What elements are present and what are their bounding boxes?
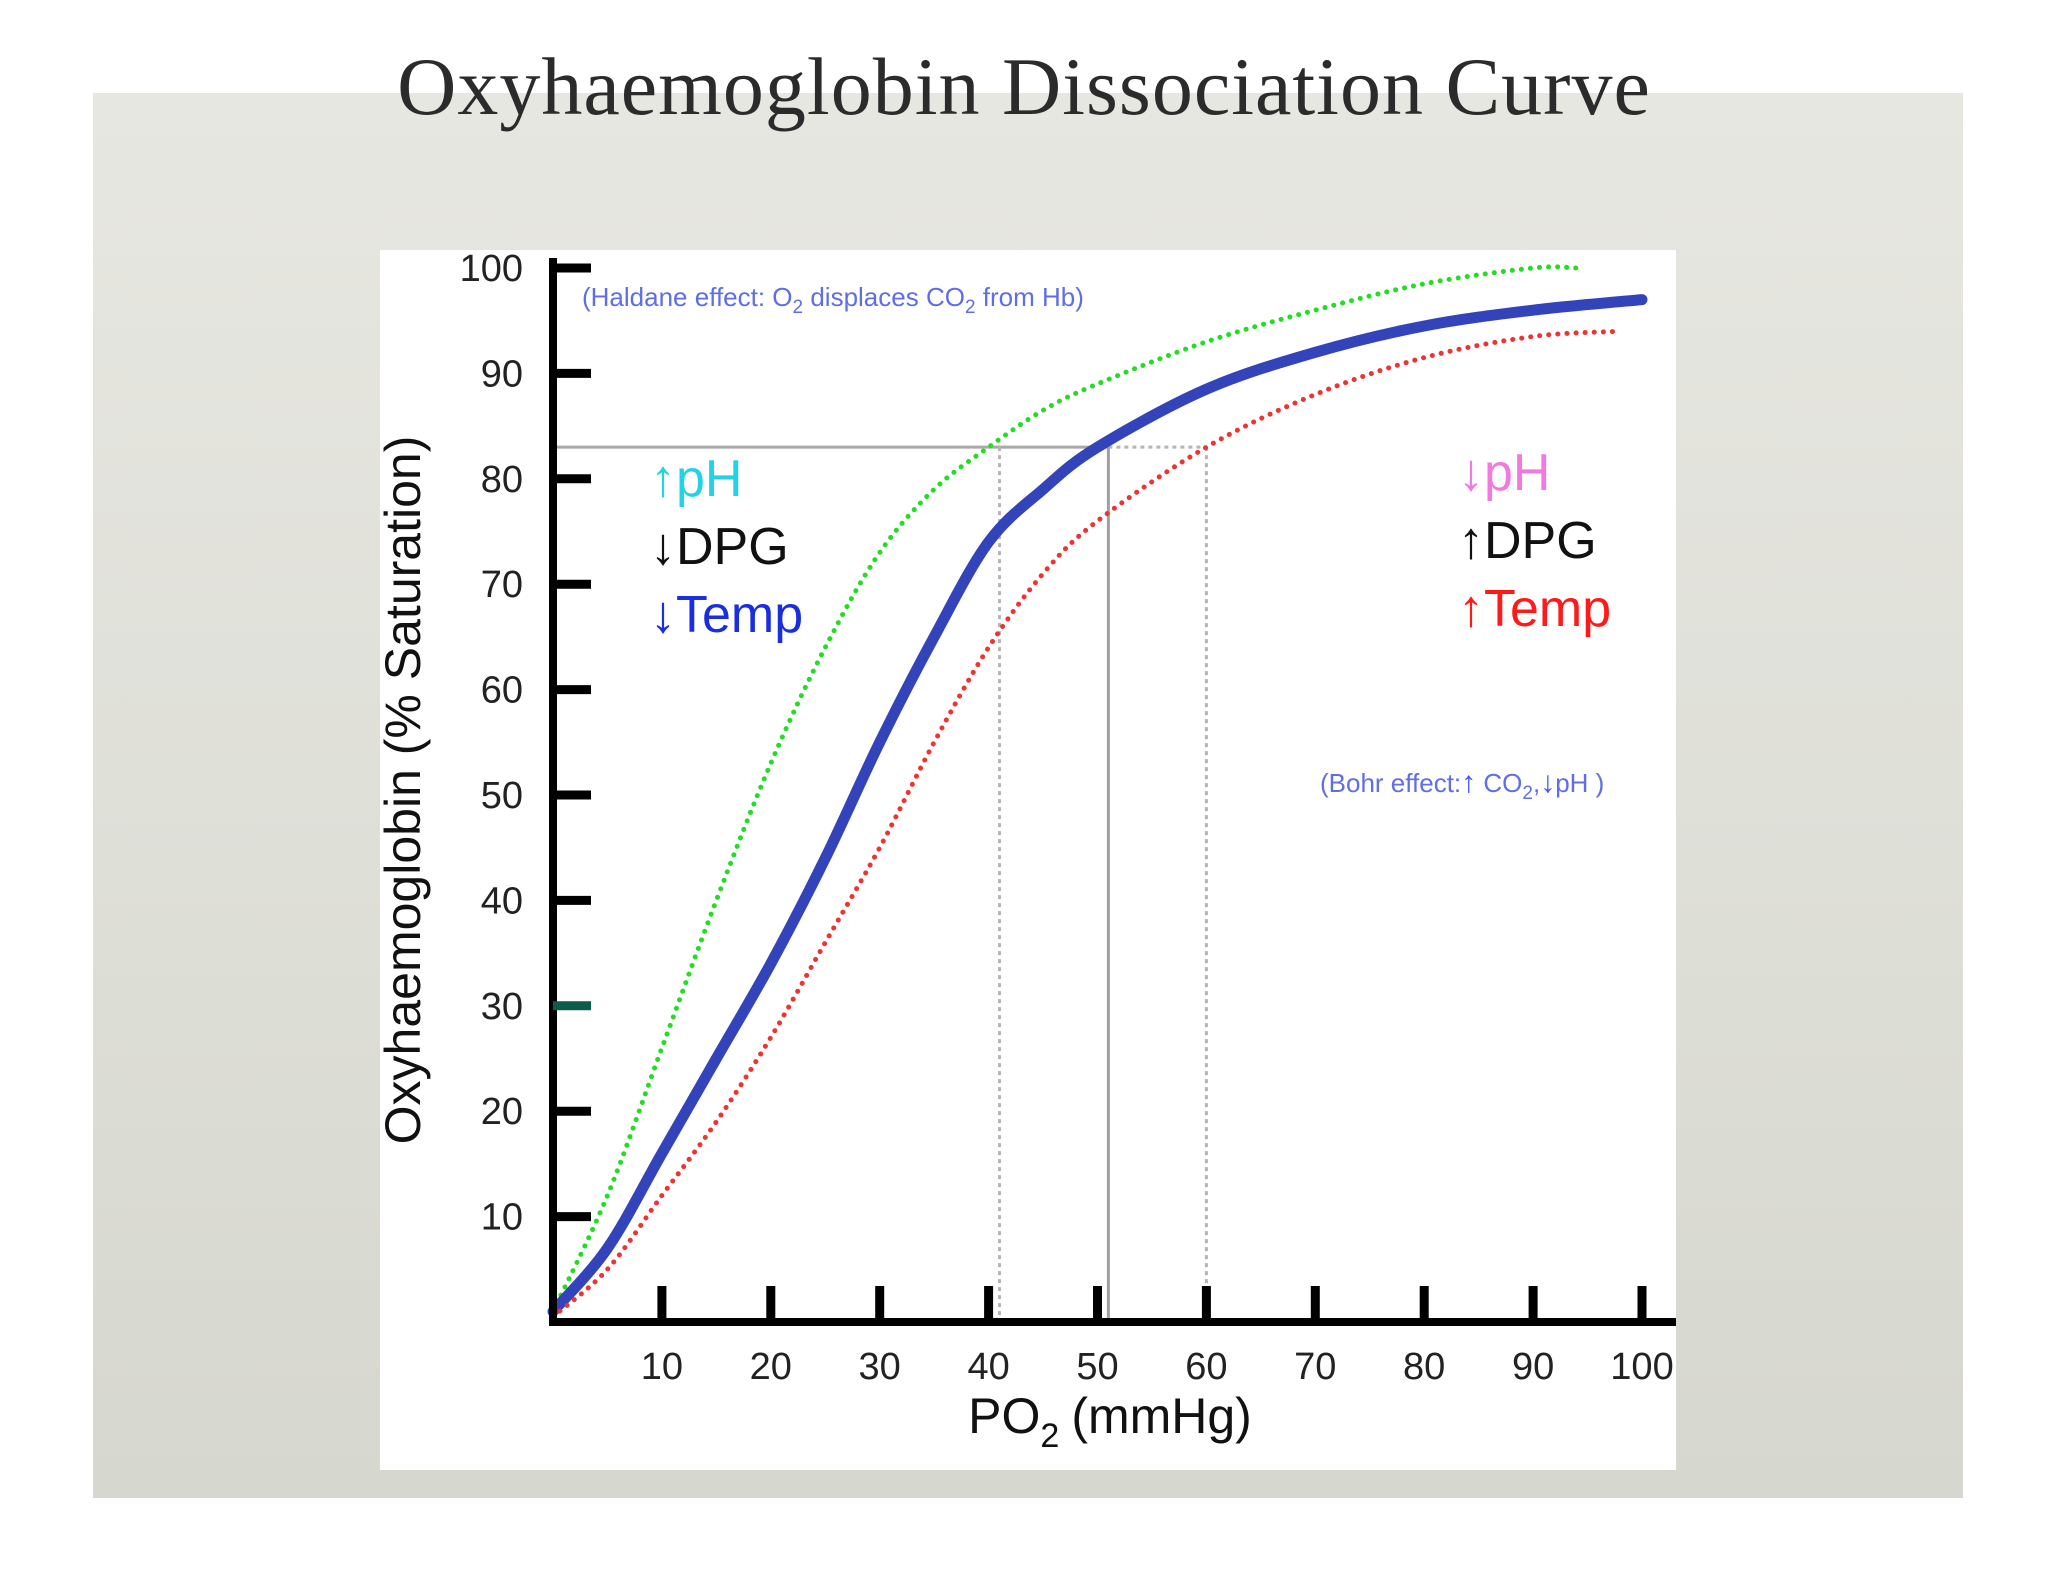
- chart-figure: 10 20 30 40 50 60 70 80 90 100 10 20 30 40 50 60 70 80 90…: [380, 250, 1676, 1470]
- shift-factor-dpg: ↑DPG: [1458, 512, 1597, 570]
- shift-factor-ph: ↓pH: [1458, 444, 1550, 502]
- x-tick-label: 40: [967, 1346, 1009, 1388]
- y-tick-label: 100: [460, 250, 523, 290]
- shift-factor-label: pH: [1484, 444, 1550, 502]
- shift-factor-temp: ↓Temp: [650, 586, 803, 644]
- y-tick-label: 20: [481, 1091, 523, 1133]
- x-tick-label: 90: [1512, 1346, 1554, 1388]
- haldane-effect-note: (Haldane effect: O2 displaces CO2 from H…: [582, 282, 1084, 318]
- shift-factor-dpg: ↓DPG: [650, 518, 789, 576]
- reference-lines: [553, 445, 1208, 1322]
- x-tick-label: 50: [1076, 1346, 1118, 1388]
- shift-factor-label: DPG: [676, 518, 789, 576]
- x-axis-title-main: PO: [968, 1388, 1040, 1444]
- shift-factor-label: Temp: [1484, 580, 1611, 638]
- y-tick-label: 10: [481, 1197, 523, 1239]
- down-arrow-icon: ↓: [1458, 444, 1484, 502]
- x-tick-label: 30: [859, 1346, 901, 1388]
- shift-factor-label: Temp: [676, 586, 803, 644]
- y-axis-title: Oxyhaemoglobin (% Saturation): [380, 436, 431, 1145]
- y-tick-label: 60: [481, 670, 523, 712]
- shift-factor-label: pH: [676, 450, 742, 508]
- shift-factor-ph: ↑pH: [650, 450, 742, 508]
- right-shift-factors: ↓pH↑DPG↑Temp: [1458, 444, 1611, 638]
- x-axis-title-unit: (mmHg): [1071, 1388, 1252, 1444]
- x-tick-label: 70: [1294, 1346, 1336, 1388]
- x-ticks: 10 20 30 40 50 60 70 80 90 100: [641, 1286, 1674, 1388]
- bohr-up-arrow-icon: ↑: [1461, 766, 1476, 799]
- up-arrow-icon: ↑: [1458, 580, 1484, 638]
- curve-right-shifted: [550, 328, 1623, 1320]
- y-ticks: 10 20 30 40 50 60 70 80 90 100: [460, 250, 591, 1239]
- bohr-down-arrow-icon: ↓: [1540, 766, 1555, 799]
- dissociation-curves: [547, 264, 1648, 1320]
- left-shift-factors: ↑pH↓DPG↓Temp: [650, 450, 803, 644]
- curve-left-shifted: [550, 264, 1580, 1314]
- shift-factor-temp: ↑Temp: [1458, 580, 1611, 638]
- y-tick-label: 40: [481, 880, 523, 922]
- oxyhaemoglobin-chart: 10 20 30 40 50 60 70 80 90 100 10 20 30 40 50 60 70 80 90…: [380, 250, 1676, 1455]
- up-arrow-icon: ↑: [650, 450, 676, 508]
- x-tick-label: 100: [1610, 1346, 1673, 1388]
- x-tick-label: 80: [1403, 1346, 1445, 1388]
- bohr-effect-note: (Bohr effect:↑ CO2,↓pH ): [1320, 766, 1604, 804]
- y-tick-label: 70: [481, 564, 523, 606]
- x-axis-title: PO2 (mmHg): [968, 1388, 1252, 1455]
- down-arrow-icon: ↓: [650, 586, 676, 644]
- y-tick-label: 80: [481, 459, 523, 501]
- x-tick-label: 10: [641, 1346, 683, 1388]
- x-axis-title-sub: 2: [1040, 1417, 1059, 1455]
- x-tick-label: 20: [750, 1346, 792, 1388]
- down-arrow-icon: ↓: [650, 518, 676, 576]
- y-tick-label: 30: [481, 986, 523, 1028]
- y-tick-label: 50: [481, 775, 523, 817]
- curve-normal: [547, 294, 1648, 1317]
- shift-factor-label: DPG: [1484, 512, 1597, 570]
- slide-title: Oxyhaemoglobin Dissociation Curve: [397, 41, 1651, 132]
- y-tick-label: 90: [481, 353, 523, 395]
- x-tick-label: 60: [1185, 1346, 1227, 1388]
- up-arrow-icon: ↑: [1458, 512, 1484, 570]
